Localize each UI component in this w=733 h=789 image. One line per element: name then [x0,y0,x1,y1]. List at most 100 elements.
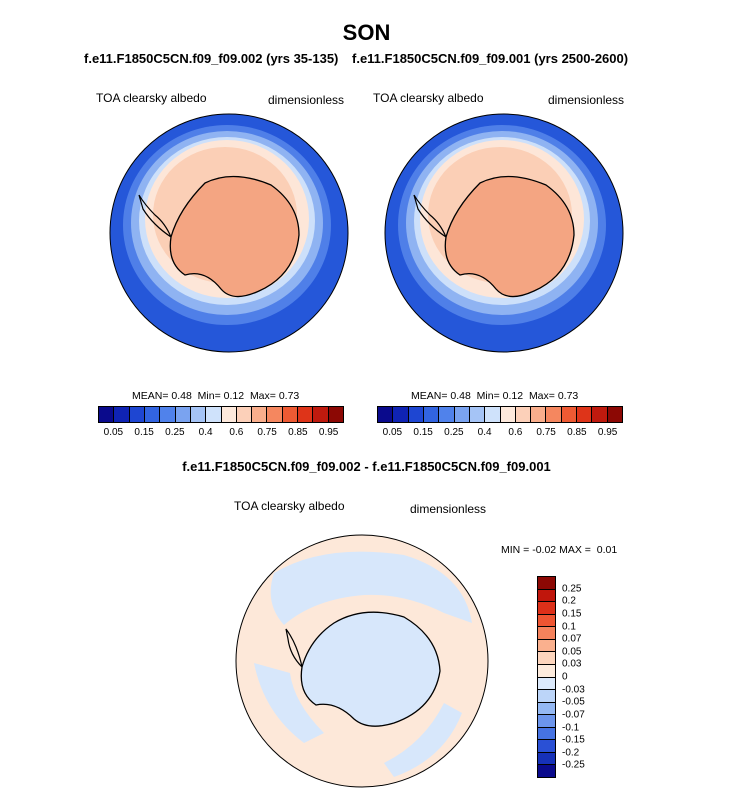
colorbar-label: 0.75 [536,427,556,438]
colorbar-label: 0.4 [477,427,492,438]
colorbar-cell [538,677,555,691]
colorbar-label: 0.25 [444,427,464,438]
right-variable-label: TOA clearsky albedo [373,91,484,105]
colorbar-cell [538,577,555,590]
colorbar-cell [538,727,555,741]
colorbar-cell [328,407,343,422]
colorbar-cell [538,627,555,640]
colorbar-cell [538,664,555,678]
colorbar-cell [515,407,532,422]
colorbar-label: -0.03 [562,684,585,696]
colorbar-label: -0.2 [562,747,580,759]
colorbar-cell [252,407,268,422]
colorbar-cell [221,407,237,422]
colorbar-cell [298,407,314,422]
colorbar-label: 0 [562,671,568,683]
colorbar-label: 0.15 [562,608,582,620]
colorbar-label: 0.85 [288,427,308,438]
colorbar-label: 0.15 [134,427,154,438]
colorbar-cell [175,407,191,422]
colorbar-label: 0.4 [198,427,213,438]
colorbar-cell [538,589,555,603]
colorbar-cell [469,407,486,422]
colorbar-cell [454,407,470,422]
colorbar-cell [423,407,440,422]
season-title: SON [342,20,391,45]
colorbar-label: -0.05 [562,696,585,708]
left-units-label: dimensionless [268,93,345,107]
colorbar-label: 0.05 [382,427,403,438]
diff-variable-label: TOA clearsky albedo [234,499,345,513]
colorbar-label: -0.07 [562,709,585,721]
colorbar-cell [538,740,555,753]
colorbar-cell [99,407,115,422]
diff-polar-map [235,534,489,788]
colorbar-label: 0.85 [567,427,587,438]
colorbar-cell [531,407,547,422]
colorbar-label: 0.05 [562,646,582,658]
right-colorbar [377,406,623,423]
colorbar-cell [393,407,409,422]
right-colorbar-labels: 0.05 0.15 0.25 0.4 0.6 0.75 0.85 0.95 [377,427,623,441]
colorbar-label: 0.75 [257,427,277,438]
colorbar-cell [538,702,555,716]
colorbar-label: 0.07 [562,633,582,645]
diff-colorbar-labels: 0.25 0.2 0.15 0.1 0.07 0.05 0.03 0 -0.03 -0.05 -0.… [562,576,602,778]
colorbar-label: -0.1 [562,722,580,733]
diff-title: f.e11.F1850C5CN.f09_f09.002 - f.e11.F185… [182,459,551,474]
colorbar-cell [129,407,145,422]
colorbar-label: 0.15 [413,427,433,438]
left-polar-map [109,113,349,353]
colorbar-cell [485,407,501,422]
colorbar-label: -0.15 [562,734,585,746]
diff-units-label: dimensionless [410,502,487,516]
colorbar-cell [538,652,555,665]
colorbar-label: 0.95 [597,427,618,438]
colorbar-label: 0.05 [103,427,124,438]
colorbar-cell [236,407,253,422]
left-variable-label: TOA clearsky albedo [96,91,207,105]
colorbar-cell [267,407,283,422]
colorbar-cell [408,407,424,422]
colorbar-cell [114,407,130,422]
colorbar-cell [546,407,562,422]
colorbar-label: 0.25 [562,583,582,595]
diff-colorbar [537,576,556,778]
colorbar-cell [577,407,593,422]
colorbar-cell [538,765,555,777]
right-stats: MEAN= 0.48 Min= 0.12 Max= 0.73 [411,390,579,402]
colorbar-label: 0.25 [165,427,185,438]
diff-stats: MIN = -0.02 MAX = 0.01 [501,544,618,556]
left-colorbar-labels: 0.05 0.15 0.25 0.4 0.6 0.75 0.85 0.95 [98,427,344,441]
colorbar-label: 0.1 [562,621,576,632]
colorbar-cell [500,407,516,422]
left-panel-title: f.e11.F1850C5CN.f09_f09.002 (yrs 35-135) [84,51,339,66]
right-panel-title: f.e11.F1850C5CN.f09_f09.001 (yrs 2500-26… [352,51,629,66]
colorbar-label: -0.25 [562,759,585,771]
colorbar-cell [190,407,207,422]
colorbar-label: 0.03 [562,658,582,670]
colorbar-label: 0.95 [318,427,339,438]
colorbar-cell [592,407,608,422]
colorbar-cell [538,715,555,728]
colorbar-cell [160,407,176,422]
colorbar-cell [206,407,222,422]
colorbar-cell [313,407,329,422]
colorbar-cell [439,407,455,422]
colorbar-label: 0.2 [562,595,576,607]
right-polar-map [384,113,624,353]
right-units-label: dimensionless [548,93,625,107]
colorbar-label: 0.6 [508,427,523,438]
left-stats: MEAN= 0.48 Min= 0.12 Max= 0.73 [132,390,300,402]
colorbar-cell [561,407,578,422]
left-colorbar [98,406,344,423]
colorbar-cell [538,752,555,766]
colorbar-cell [538,690,555,703]
colorbar-cell [607,407,622,422]
colorbar-cell [282,407,299,422]
colorbar-cell [538,614,555,628]
colorbar-cell [144,407,161,422]
colorbar-cell [538,602,555,615]
colorbar-cell [538,639,555,653]
colorbar-cell [378,407,394,422]
